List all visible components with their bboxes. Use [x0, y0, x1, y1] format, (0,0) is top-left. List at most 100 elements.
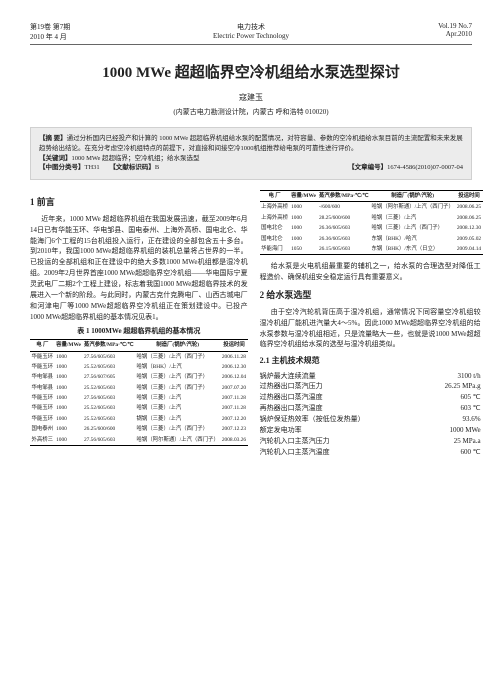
table-header: 容量/MWe: [55, 340, 83, 351]
table2: 电 厂容量/MWe蒸汽参数/MPa·℃/℃制造厂(锅炉/汽轮)投运时间 上海外高…: [260, 190, 483, 255]
spec-value: 93.6%: [463, 414, 481, 425]
table-row: 华能玉环100027.56/605/603哈锅（三菱）/上汽（西门子）2006.…: [30, 351, 248, 362]
table-row: 上海外高桥100028.25/600/600哈锅（三菱）/上汽2008.06.2…: [260, 213, 483, 223]
table-header: 蒸汽参数/MPa·℃/℃: [82, 340, 135, 351]
spec-value: 605 ℃: [460, 392, 480, 403]
kw-label: 【关键词】: [39, 155, 72, 162]
table-cell: 2008.03.26: [220, 435, 247, 446]
table-cell: 2007.12.20: [220, 414, 247, 424]
hdr-right2: Apr.2010: [392, 30, 472, 38]
sec1-para1: 近年来，1000 MWe 超超临界机组在我国发展迅速，截至2009年6月14日已…: [30, 214, 248, 322]
table-cell: 上海外高桥: [260, 213, 290, 223]
table-cell: 25.52/605/603: [82, 362, 135, 372]
table-cell: 28.25/600/600: [317, 213, 370, 223]
table-cell: 2007.12.23: [220, 424, 247, 434]
spec-row: 额定发电功率1000 MWe: [260, 425, 481, 436]
table-row: 华电邹县100027.56/607/605哈锅（三菱）/上汽（西门子）2006.…: [30, 372, 248, 382]
spec-row: 汽轮机入口主蒸汽压力25 MPa.a: [260, 436, 481, 447]
table-cell: -/600/600: [317, 202, 370, 213]
table-cell: 1000: [55, 383, 83, 393]
spec-label: 过热器出口蒸汽压力: [260, 381, 323, 392]
table-cell: 锅锅（三菱）/上汽: [135, 414, 220, 424]
table-cell: 26.36/605/603: [317, 234, 370, 244]
table-cell: 2006.11.28: [220, 351, 247, 362]
table-cell: 华能玉环: [30, 414, 55, 424]
table-cell: 27.56/605/603: [82, 351, 135, 362]
spec-value: 600 ℃: [460, 447, 480, 458]
spec-row: 锅炉保证热效率（按低位发热量）93.6%: [260, 414, 481, 425]
table-cell: 1000: [55, 424, 83, 434]
hdr-left2: 2010 年 4 月: [30, 32, 110, 42]
table-header: 投运时间: [220, 340, 247, 351]
table-cell: 1000: [290, 202, 318, 213]
affiliation: (内蒙古电力勘测设计院，内蒙古 呼和浩特 010020): [30, 107, 472, 117]
table-cell: 2006.12.04: [220, 372, 247, 382]
table-cell: 华能玉环: [30, 393, 55, 403]
table-row: 上海外高桥1000-/600/600哈锅（阿尔斯通）/上汽（西门子）2008.0…: [260, 202, 483, 213]
table-cell: 华电邹县: [30, 372, 55, 382]
table-cell: 2009.05.02: [455, 234, 482, 244]
table-cell: 1000: [55, 414, 83, 424]
table-cell: 国电北仑: [260, 223, 290, 233]
table-cell: 2008.06.25: [455, 202, 482, 213]
col2-para2: 由于空冷汽轮机背压高于湿冷机组，通常情况下同容量空冷机组较湿冷机组厂能机进汽量大…: [260, 307, 481, 350]
table-header: 电 厂: [30, 340, 55, 351]
spec-value: 1000 MWe: [449, 425, 480, 436]
abstract-box: 【摘 要】通过分析国内已经投产和计算的 1000 MWe 超超临界机组给水泵的配…: [30, 127, 472, 180]
sec2-heading: 2 给水泵选型: [260, 289, 481, 303]
table-cell: 华能玉环: [30, 362, 55, 372]
left-column: 1 前言 近年来，1000 MWe 超超临界机组在我国发展迅速，截至2009年6…: [30, 190, 248, 457]
spec-label: 汽轮机入口主蒸汽温度: [260, 447, 330, 458]
table-row: 华能玉环100025.52/605/603哈锅（三菱）/上汽2007.11.28: [30, 403, 248, 413]
table-row: 华能玉环100025.52/605/603锅锅（三菱）/上汽2007.12.20: [30, 414, 248, 424]
table-cell: 华能玉环: [30, 351, 55, 362]
spec-list: 锅炉最大连续流量3100 t/h过热器出口蒸汽压力26.25 MPa.g过热器出…: [260, 371, 481, 458]
table-header: 电 厂: [260, 191, 290, 202]
spec-row: 过热器出口蒸汽压力26.25 MPa.g: [260, 381, 481, 392]
spec-value: 603 ℃: [460, 403, 480, 414]
table-header: 投运时间: [455, 191, 482, 202]
table-cell: 25.52/605/603: [82, 414, 135, 424]
hdr-center1: 电力技术: [213, 22, 289, 32]
paper-title: 1000 MWe 超超临界空冷机组给水泵选型探讨: [30, 61, 472, 82]
table-cell: 国电北仑: [260, 234, 290, 244]
table-cell: 2008.12.30: [455, 223, 482, 233]
table-row: 外高桥三100027.56/605/603哈锅（阿尔斯通）/上汽（西门子）200…: [30, 435, 248, 446]
sec1-heading: 1 前言: [30, 196, 248, 210]
hdr-left1: 第19卷 第7期: [30, 22, 110, 32]
table-cell: 哈锅（三菱）/上汽（西门子）: [135, 424, 220, 434]
table-cell: 哈锅（BHK）/上汽: [135, 362, 220, 372]
col2-para1: 给水泵是火电机组最重要的辅机之一，给水泵的合理选型对降低工程造价、确保机组安全稳…: [260, 261, 481, 283]
spec-row: 汽轮机入口主蒸汽温度 600 ℃: [260, 447, 481, 458]
table-cell: 哈锅（三菱）/上汽（西门子）: [135, 372, 220, 382]
table-cell: 东锅（BHK）/东汽（日立）: [370, 244, 455, 255]
table-cell: 哈锅（三菱）/上汽（西门子）: [370, 223, 455, 233]
table-cell: 1000: [290, 223, 318, 233]
doc-val: B: [155, 164, 159, 171]
table-row: 华能海门105026.15/605/603东锅（BHK）/东汽（日立）2009.…: [260, 244, 483, 255]
spec-row: 再热器出口蒸汽温度603 ℃: [260, 403, 481, 414]
table-cell: 26.15/605/603: [317, 244, 370, 255]
table-cell: 哈锅（阿尔斯通）/上汽（西门子）: [370, 202, 455, 213]
table-cell: 上海外高桥: [260, 202, 290, 213]
table1: 电 厂容量/MWe蒸汽参数/MPa·℃/℃制造厂(锅炉/汽轮)投运时间 华能玉环…: [30, 339, 248, 446]
table-cell: 2006.12.30: [220, 362, 247, 372]
table-cell: 2007.11.28: [220, 393, 247, 403]
table-row: 国电北仑100026.36/605/603东锅（BHK）/哈汽2009.05.0…: [260, 234, 483, 244]
doc-label: 【文献标识码】: [113, 164, 155, 171]
table-cell: 25.52/605/603: [82, 383, 135, 393]
hdr-center2: Electric Power Technology: [213, 32, 289, 40]
table-cell: 1000: [55, 351, 83, 362]
table-cell: 外高桥三: [30, 435, 55, 446]
kw-text: 1000 MWe 超超临界；空冷机组；给水泵选型: [72, 155, 200, 162]
id-val: 1674-4586(2010)07-0007-04: [387, 164, 463, 171]
abstract-text: 通过分析国内已经投产和计算的 1000 MWe 超超临界机组给水泵的配置情况，对…: [39, 135, 463, 152]
table-row: 华能玉环100027.56/605/603哈锅（三菱）/上汽2007.11.28: [30, 393, 248, 403]
table-row: 国电北仑100026.36/605/603哈锅（三菱）/上汽（西门子）2008.…: [260, 223, 483, 233]
spec-row: 锅炉最大连续流量3100 t/h: [260, 371, 481, 382]
table-cell: 25.52/605/603: [82, 403, 135, 413]
table-header: 蒸汽参数/MPa·℃/℃: [317, 191, 370, 202]
table-row: 华电邹县100025.52/605/603哈锅（三菱）/上汽（西门子）2007.…: [30, 383, 248, 393]
table-cell: 1000: [55, 372, 83, 382]
table-cell: 国电泰州: [30, 424, 55, 434]
